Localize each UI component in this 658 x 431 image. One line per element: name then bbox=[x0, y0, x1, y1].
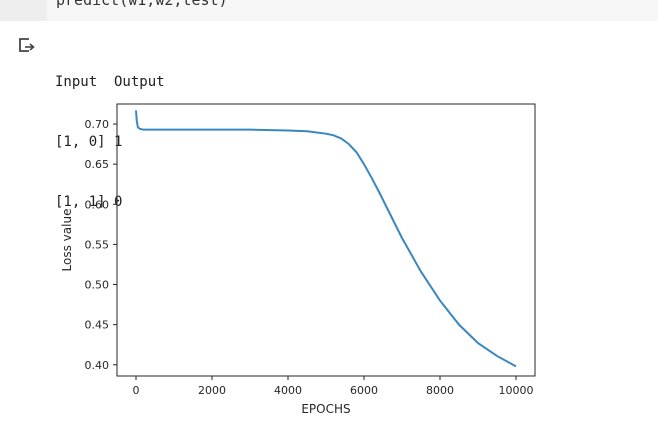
x-tick-label: 8000 bbox=[426, 384, 454, 397]
axes-frame bbox=[116, 103, 536, 377]
x-tick-label: 2000 bbox=[198, 384, 226, 397]
x-tick-label: 6000 bbox=[350, 384, 378, 397]
cell-output-text: Input Output [1, 0] 1 [1, 1] 0 bbox=[55, 32, 165, 252]
cell-gutter[interactable] bbox=[0, 0, 47, 21]
output-header-line: Input Output bbox=[55, 74, 165, 90]
y-tick-label: 0.55 bbox=[85, 238, 110, 251]
y-tick-label: 0.60 bbox=[85, 198, 110, 211]
output-redirect-icon[interactable] bbox=[17, 36, 37, 54]
output-line: [1, 0] 1 bbox=[55, 134, 123, 150]
x-tick-label: 10000 bbox=[499, 384, 534, 397]
y-tick-label: 0.40 bbox=[85, 359, 110, 372]
y-axis-label: Loss value bbox=[60, 209, 74, 272]
y-tick-label: 0.65 bbox=[85, 158, 110, 171]
y-tick-label: 0.70 bbox=[85, 118, 110, 131]
x-axis-label: EPOCHS bbox=[301, 402, 350, 416]
y-tick-label: 0.45 bbox=[85, 319, 110, 332]
x-tick-label: 4000 bbox=[274, 384, 302, 397]
x-tick-label: 0 bbox=[133, 384, 140, 397]
ticks-layer: 0 2000 4000 6000 8000 10000 0.40 0.45 0.50 0.55 0.… bbox=[85, 118, 534, 397]
code-cell-editor[interactable]: predict(w1,w2,test) bbox=[47, 0, 658, 21]
y-tick-label: 0.50 bbox=[85, 279, 110, 292]
output-line: [1, 1] 0 bbox=[55, 194, 123, 210]
code-line[interactable]: predict(w1,w2,test) bbox=[56, 0, 228, 9]
loss-series-line bbox=[135, 110, 517, 368]
